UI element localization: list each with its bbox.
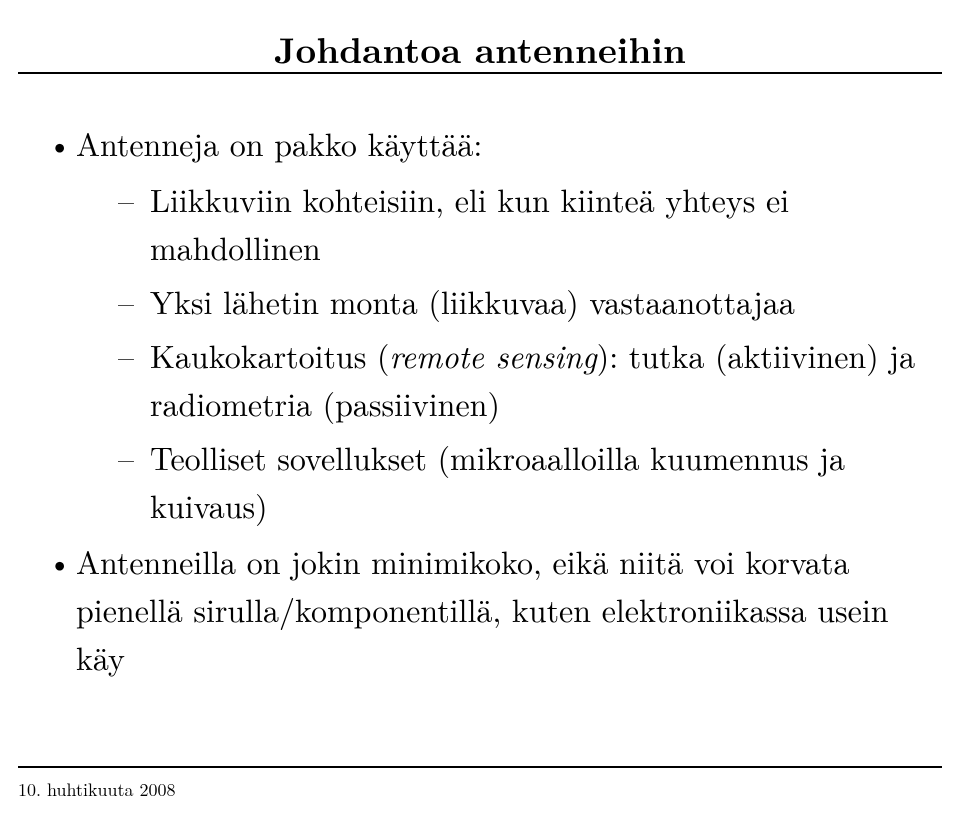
footer-rule xyxy=(18,766,942,768)
text-run: Kaukokartoitus ( xyxy=(150,333,389,378)
title-rule xyxy=(18,72,942,74)
sublist: – Liikkuviin kohteisiin, eli kun kiinteä… xyxy=(118,176,928,530)
text-run: Teolliset sovellukset (mikroaalloilla ku… xyxy=(150,435,845,528)
text-run: Yksi lähetin monta (liikkuvaa) vastaanot… xyxy=(150,279,795,324)
list-item-text: Kaukokartoitus (remote sensing): tutka (… xyxy=(150,332,928,428)
text-run: Liikkuviin kohteisiin, eli kun kiinteä y… xyxy=(150,177,789,270)
slide-page: Johdantoa antenneihin • Antenneja on pak… xyxy=(0,0,960,820)
list-item: • Antenneilla on jokin minimikoko, eikä … xyxy=(48,538,928,682)
dash-icon: – xyxy=(118,176,150,224)
page-title: Johdantoa antenneihin xyxy=(0,22,960,74)
text-run-italic: remote sensing xyxy=(389,333,596,378)
content-area: • Antenneja on pakko käyttää: – Liikkuvi… xyxy=(48,120,928,690)
list-item-text: Antenneja on pakko käyttää: xyxy=(76,120,928,168)
list-item: – Teolliset sovellukset (mikroaalloilla … xyxy=(118,434,928,530)
list-item: – Liikkuviin kohteisiin, eli kun kiinteä… xyxy=(118,176,928,272)
footer-date: 10. huhtikuuta 2008 xyxy=(18,777,176,802)
bullet-icon: • xyxy=(48,538,76,583)
list-item-text: Yksi lähetin monta (liikkuvaa) vastaanot… xyxy=(150,278,928,326)
bullet-icon: • xyxy=(48,120,76,165)
dash-icon: – xyxy=(118,278,150,326)
dash-icon: – xyxy=(118,434,150,482)
list-item: • Antenneja on pakko käyttää: xyxy=(48,120,928,168)
list-item-text: Liikkuviin kohteisiin, eli kun kiinteä y… xyxy=(150,176,928,272)
dash-icon: – xyxy=(118,332,150,380)
list-item-text: Teolliset sovellukset (mikroaalloilla ku… xyxy=(150,434,928,530)
list-item-text: Antenneilla on jokin minimikoko, eikä ni… xyxy=(76,538,928,682)
list-item: – Kaukokartoitus (remote sensing): tutka… xyxy=(118,332,928,428)
list-item: – Yksi lähetin monta (liikkuvaa) vastaan… xyxy=(118,278,928,326)
